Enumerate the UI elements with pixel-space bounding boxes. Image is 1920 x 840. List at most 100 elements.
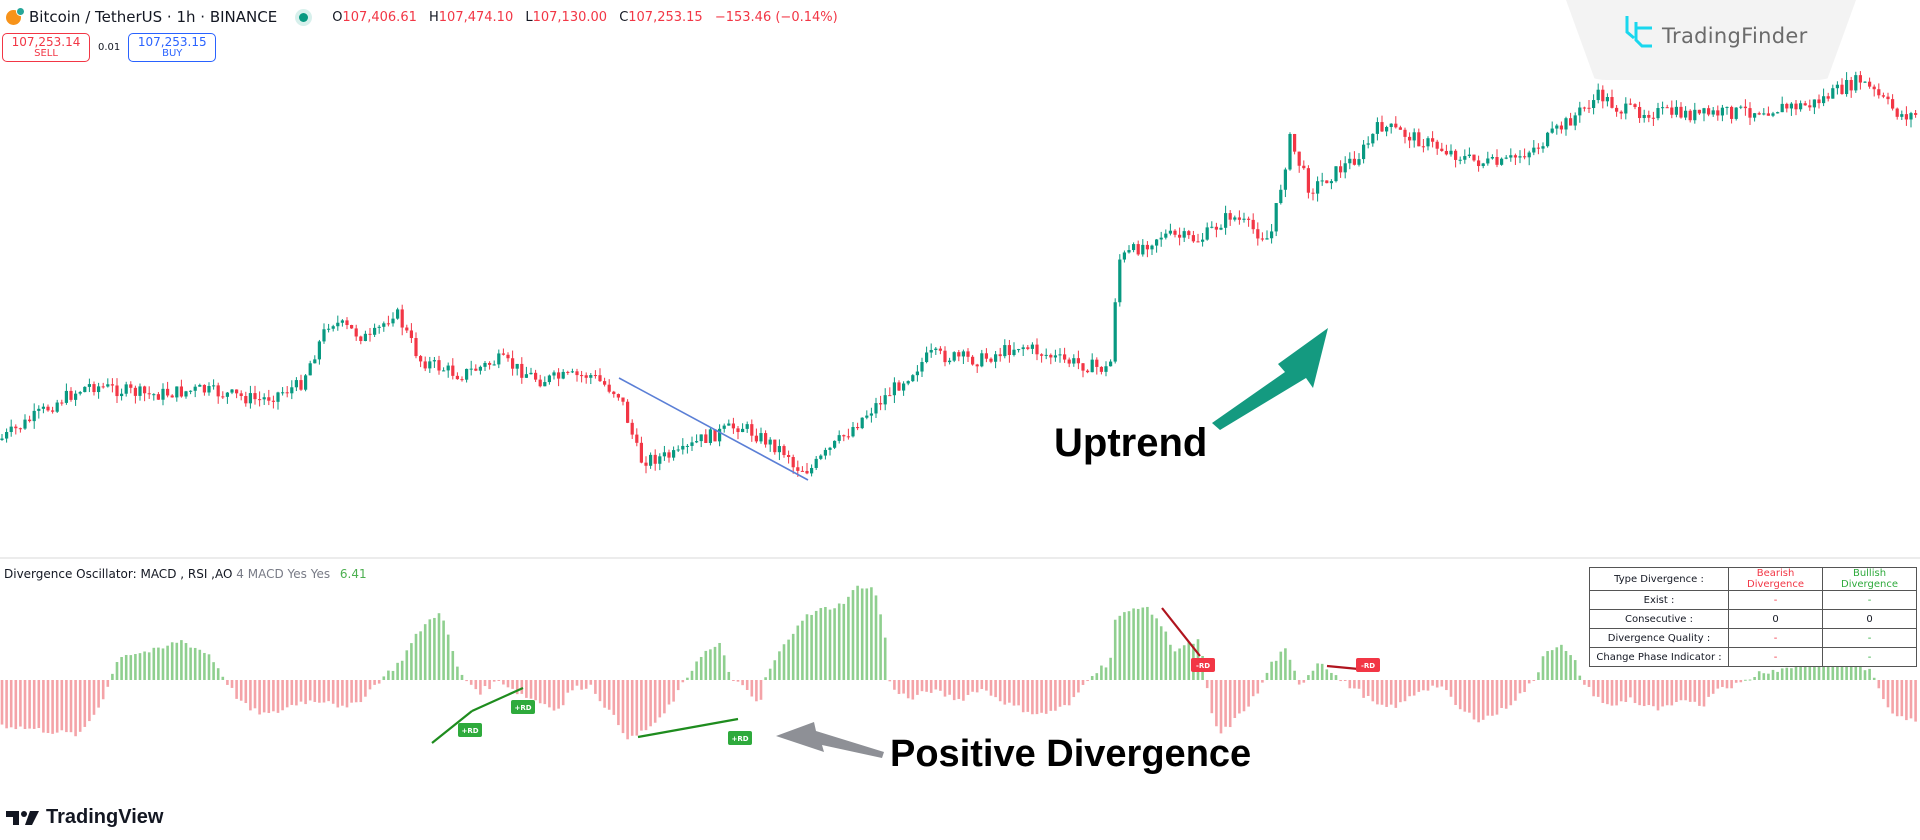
histogram-bar <box>1081 680 1085 685</box>
histogram-bar <box>1596 680 1600 697</box>
histogram-bar <box>1698 680 1701 706</box>
candle <box>1385 125 1389 137</box>
tradingview-logo[interactable]: TradingView <box>6 806 163 829</box>
histogram-bar <box>423 624 427 680</box>
histogram-bar <box>1422 680 1425 691</box>
histogram-bar <box>1656 680 1660 711</box>
histogram-bar <box>1100 665 1103 680</box>
candle <box>1196 233 1200 243</box>
indicator-legend[interactable]: Divergence Oscillator: MACD , RSI ,AO 4 … <box>4 567 367 581</box>
candle <box>938 346 942 355</box>
candle <box>1026 344 1030 351</box>
histogram-bar <box>1003 680 1007 705</box>
histogram-bar <box>42 680 45 733</box>
histogram-bar <box>23 680 27 729</box>
candle <box>552 370 556 380</box>
candle <box>1909 111 1913 128</box>
candle <box>294 377 298 392</box>
histogram-bar <box>28 680 31 729</box>
histogram-bar <box>1274 660 1278 680</box>
candle <box>304 373 308 392</box>
histogram-bar <box>1067 680 1071 706</box>
histogram-bar <box>732 680 735 681</box>
histogram-bar <box>249 680 252 711</box>
bitcoin-icon <box>6 6 25 25</box>
candle <box>1072 354 1076 367</box>
candle <box>529 367 533 375</box>
histogram-bar <box>557 680 560 709</box>
candle <box>1688 109 1692 123</box>
histogram-bar <box>502 680 505 685</box>
histogram-bar <box>106 680 110 687</box>
histogram-bar <box>203 652 206 680</box>
candle <box>281 387 285 396</box>
histogram-bar <box>612 680 616 715</box>
histogram-bar <box>681 680 685 683</box>
candle <box>1601 85 1605 109</box>
histogram-bar <box>534 680 537 701</box>
symbol-title[interactable]: Bitcoin / TetherUS · 1h · BINANCE <box>29 8 278 26</box>
candle <box>129 381 133 394</box>
histogram-bar <box>239 680 243 701</box>
histogram-bar <box>1095 673 1099 680</box>
histogram-bar <box>1040 680 1043 713</box>
histogram-bar <box>1854 657 1858 680</box>
candle <box>1858 71 1862 90</box>
candle <box>971 355 975 366</box>
candle <box>23 414 27 430</box>
candle <box>1265 230 1269 240</box>
histogram-bar <box>276 680 280 713</box>
histogram-bar <box>1849 657 1853 680</box>
candle <box>1720 104 1724 122</box>
positive-divergence-annotation: Positive Divergence <box>890 733 1252 775</box>
candle <box>1270 224 1274 244</box>
bearish-divergence-line <box>1161 607 1201 657</box>
histogram-bar <box>83 680 87 727</box>
candle <box>603 377 607 387</box>
histogram-bar <box>1343 680 1347 681</box>
histogram-bar <box>9 680 13 728</box>
candle <box>810 464 814 477</box>
candle <box>1762 108 1766 116</box>
sell-button[interactable]: 107,253.14 SELL <box>2 33 90 62</box>
candle <box>1403 127 1407 144</box>
candle <box>1150 244 1154 256</box>
table-header: Type Divergence : <box>1589 567 1729 591</box>
candle <box>745 421 749 433</box>
histogram-bar <box>281 680 284 711</box>
candle <box>1532 140 1536 156</box>
candle <box>1320 172 1324 186</box>
histogram-bar <box>161 648 165 680</box>
histogram-bar <box>764 677 767 680</box>
trendline[interactable] <box>618 377 809 481</box>
candle <box>373 323 377 338</box>
candle <box>1435 139 1439 155</box>
histogram-bar <box>906 680 910 699</box>
candle <box>336 315 340 331</box>
candle <box>1339 160 1343 178</box>
histogram-bar <box>221 676 225 680</box>
histogram-bar <box>640 680 643 731</box>
histogram-bar <box>824 606 827 680</box>
histogram-bar <box>525 680 528 698</box>
candle <box>607 379 611 394</box>
histogram-bar <box>690 670 694 680</box>
histogram-bar <box>796 625 800 680</box>
candle <box>1274 203 1278 237</box>
buy-button[interactable]: 107,253.15 BUY <box>128 33 217 62</box>
histogram-bar <box>1647 680 1651 706</box>
candle <box>998 347 1002 362</box>
histogram-bar <box>405 650 409 680</box>
candle <box>97 382 101 399</box>
histogram-bar <box>479 680 482 695</box>
histogram-bar <box>704 650 708 680</box>
candle <box>1725 106 1729 115</box>
bullish-divergence-label <box>458 723 482 737</box>
candle <box>1357 153 1361 167</box>
histogram-bar <box>787 639 790 680</box>
histogram-bar <box>768 668 772 680</box>
histogram-bar <box>55 680 59 733</box>
pane-divider[interactable] <box>0 557 1920 559</box>
histogram-bar <box>856 585 859 680</box>
